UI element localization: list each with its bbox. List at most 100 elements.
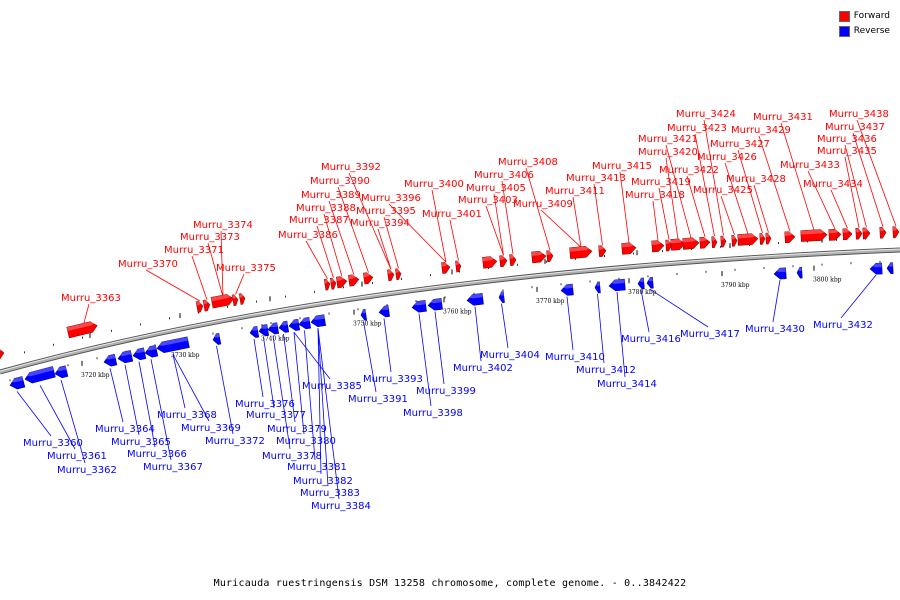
forward-gene-arrow[interactable] — [828, 228, 842, 241]
forward-gene-label[interactable]: Murru_3395 — [356, 206, 416, 217]
forward-gene-label[interactable]: Murru_3438 — [829, 109, 889, 120]
reverse-gene-label[interactable]: Murru_3376 — [235, 399, 295, 410]
forward-gene-label[interactable]: Murru_3374 — [193, 220, 253, 231]
reverse-gene-arrow[interactable] — [796, 266, 803, 279]
reverse-gene-arrow[interactable] — [212, 332, 222, 345]
forward-gene-arrow[interactable] — [720, 235, 727, 248]
forward-gene-arrow[interactable] — [711, 236, 718, 248]
forward-gene-label[interactable]: Murru_3394 — [350, 218, 410, 229]
forward-gene-arrow[interactable] — [531, 250, 547, 264]
reverse-gene-arrow[interactable] — [869, 262, 883, 275]
forward-gene-label[interactable]: Murru_3387 — [289, 215, 349, 226]
forward-gene-arrow[interactable] — [651, 240, 665, 253]
forward-gene-arrow[interactable] — [0, 347, 5, 360]
forward-gene-arrow[interactable] — [759, 233, 766, 245]
forward-gene-arrow[interactable] — [879, 226, 887, 239]
forward-gene-label[interactable]: Murru_3390 — [310, 176, 370, 187]
forward-gene-arrow[interactable] — [569, 246, 593, 260]
reverse-gene-arrow[interactable] — [886, 262, 894, 275]
forward-gene-arrow[interactable] — [665, 239, 673, 252]
forward-gene-label[interactable]: Murru_3363 — [61, 293, 121, 304]
forward-gene-label[interactable]: Murru_3373 — [180, 232, 240, 243]
forward-gene-arrow[interactable] — [202, 299, 211, 312]
forward-gene-label[interactable]: Murru_3425 — [693, 185, 753, 196]
reverse-gene-arrow[interactable] — [144, 344, 159, 358]
forward-gene-label[interactable]: Murru_3403 — [458, 195, 518, 206]
reverse-gene-label[interactable]: Murru_3398 — [403, 408, 463, 419]
reverse-gene-arrow[interactable] — [24, 366, 56, 384]
forward-gene-label[interactable]: Murru_3370 — [118, 259, 178, 270]
reverse-gene-arrow[interactable] — [278, 320, 290, 333]
forward-gene-label[interactable]: Murru_3415 — [592, 161, 652, 172]
forward-gene-label[interactable]: Murru_3427 — [710, 139, 770, 150]
forward-gene-label[interactable]: Murru_3401 — [422, 209, 482, 220]
forward-gene-arrow[interactable] — [66, 320, 99, 339]
forward-gene-label[interactable]: Murru_3400 — [404, 179, 464, 190]
reverse-gene-label[interactable]: Murru_3391 — [348, 394, 408, 405]
reverse-gene-label[interactable]: Murru_3404 — [480, 350, 540, 361]
forward-gene-arrow[interactable] — [394, 268, 402, 281]
forward-gene-arrow[interactable] — [509, 254, 517, 267]
forward-gene-arrow[interactable] — [386, 269, 395, 282]
reverse-gene-label[interactable]: Murru_3365 — [111, 437, 171, 448]
reverse-gene-arrow[interactable] — [258, 324, 270, 337]
reverse-gene-arrow[interactable] — [9, 376, 26, 390]
reverse-gene-arrow[interactable] — [103, 353, 118, 367]
forward-gene-label[interactable]: Murru_3405 — [466, 183, 526, 194]
forward-gene-arrow[interactable] — [323, 278, 331, 291]
forward-gene-arrow[interactable] — [455, 260, 462, 273]
forward-gene-label[interactable]: Murru_3418 — [625, 190, 685, 201]
forward-gene-arrow[interactable] — [329, 277, 337, 290]
forward-gene-label[interactable]: Murru_3428 — [726, 174, 786, 185]
reverse-gene-arrow[interactable] — [773, 267, 787, 280]
reverse-gene-label[interactable]: Murru_3378 — [262, 451, 322, 462]
forward-gene-label[interactable]: Murru_3388 — [296, 203, 356, 214]
forward-gene-label[interactable]: Murru_3433 — [780, 160, 840, 171]
reverse-gene-arrow[interactable] — [360, 308, 368, 321]
reverse-gene-label[interactable]: Murru_3381 — [287, 462, 347, 473]
forward-gene-arrow[interactable] — [731, 234, 738, 247]
forward-gene-label[interactable]: Murru_3375 — [216, 263, 276, 274]
reverse-gene-label[interactable]: Murru_3432 — [813, 320, 873, 331]
forward-gene-label[interactable]: Murru_3421 — [638, 134, 698, 145]
reverse-gene-label[interactable]: Murru_3382 — [293, 476, 353, 487]
forward-gene-arrow[interactable] — [862, 227, 871, 240]
reverse-gene-label[interactable]: Murru_3361 — [47, 451, 107, 462]
reverse-gene-label[interactable]: Murru_3385 — [302, 381, 362, 392]
forward-gene-arrow[interactable] — [362, 272, 374, 285]
reverse-gene-label[interactable]: Murru_3410 — [545, 352, 605, 363]
forward-gene-arrow[interactable] — [842, 228, 853, 241]
forward-gene-label[interactable]: Murru_3434 — [803, 179, 863, 190]
forward-gene-label[interactable]: Murru_3424 — [676, 109, 736, 120]
reverse-gene-arrow[interactable] — [594, 281, 601, 294]
forward-gene-arrow[interactable] — [347, 274, 360, 287]
forward-gene-arrow[interactable] — [855, 227, 863, 240]
forward-gene-arrow[interactable] — [231, 294, 239, 307]
reverse-gene-label[interactable]: Murru_3364 — [95, 424, 155, 435]
reverse-gene-label[interactable]: Murru_3412 — [576, 365, 636, 376]
reverse-gene-arrow[interactable] — [378, 305, 390, 318]
forward-gene-arrow[interactable] — [546, 250, 554, 263]
forward-gene-arrow[interactable] — [765, 232, 772, 245]
reverse-gene-label[interactable]: Murru_3372 — [205, 436, 265, 447]
reverse-gene-label[interactable]: Murru_3380 — [276, 436, 336, 447]
forward-gene-label[interactable]: Murru_3422 — [659, 165, 719, 176]
forward-gene-label[interactable]: Murru_3409 — [513, 199, 573, 210]
forward-gene-label[interactable]: Murru_3429 — [731, 125, 791, 136]
forward-gene-arrow[interactable] — [335, 276, 348, 289]
forward-gene-label[interactable]: Murru_3392 — [321, 162, 381, 173]
reverse-gene-arrow[interactable] — [560, 283, 574, 296]
reverse-gene-arrow[interactable] — [637, 277, 645, 290]
forward-gene-label[interactable]: Murru_3423 — [667, 123, 727, 134]
forward-gene-label[interactable]: Murru_3406 — [474, 170, 534, 181]
forward-gene-label[interactable]: Murru_3396 — [361, 193, 421, 204]
reverse-gene-label[interactable]: Murru_3383 — [300, 488, 360, 499]
forward-gene-arrow[interactable] — [499, 255, 508, 268]
forward-gene-label[interactable]: Murru_3411 — [545, 186, 605, 197]
reverse-gene-arrow[interactable] — [646, 276, 654, 289]
reverse-gene-arrow[interactable] — [249, 325, 260, 338]
reverse-gene-arrow[interactable] — [288, 318, 301, 331]
forward-gene-arrow[interactable] — [195, 301, 204, 313]
reverse-gene-arrow[interactable] — [466, 292, 484, 306]
reverse-gene-label[interactable]: Murru_3366 — [127, 449, 187, 460]
